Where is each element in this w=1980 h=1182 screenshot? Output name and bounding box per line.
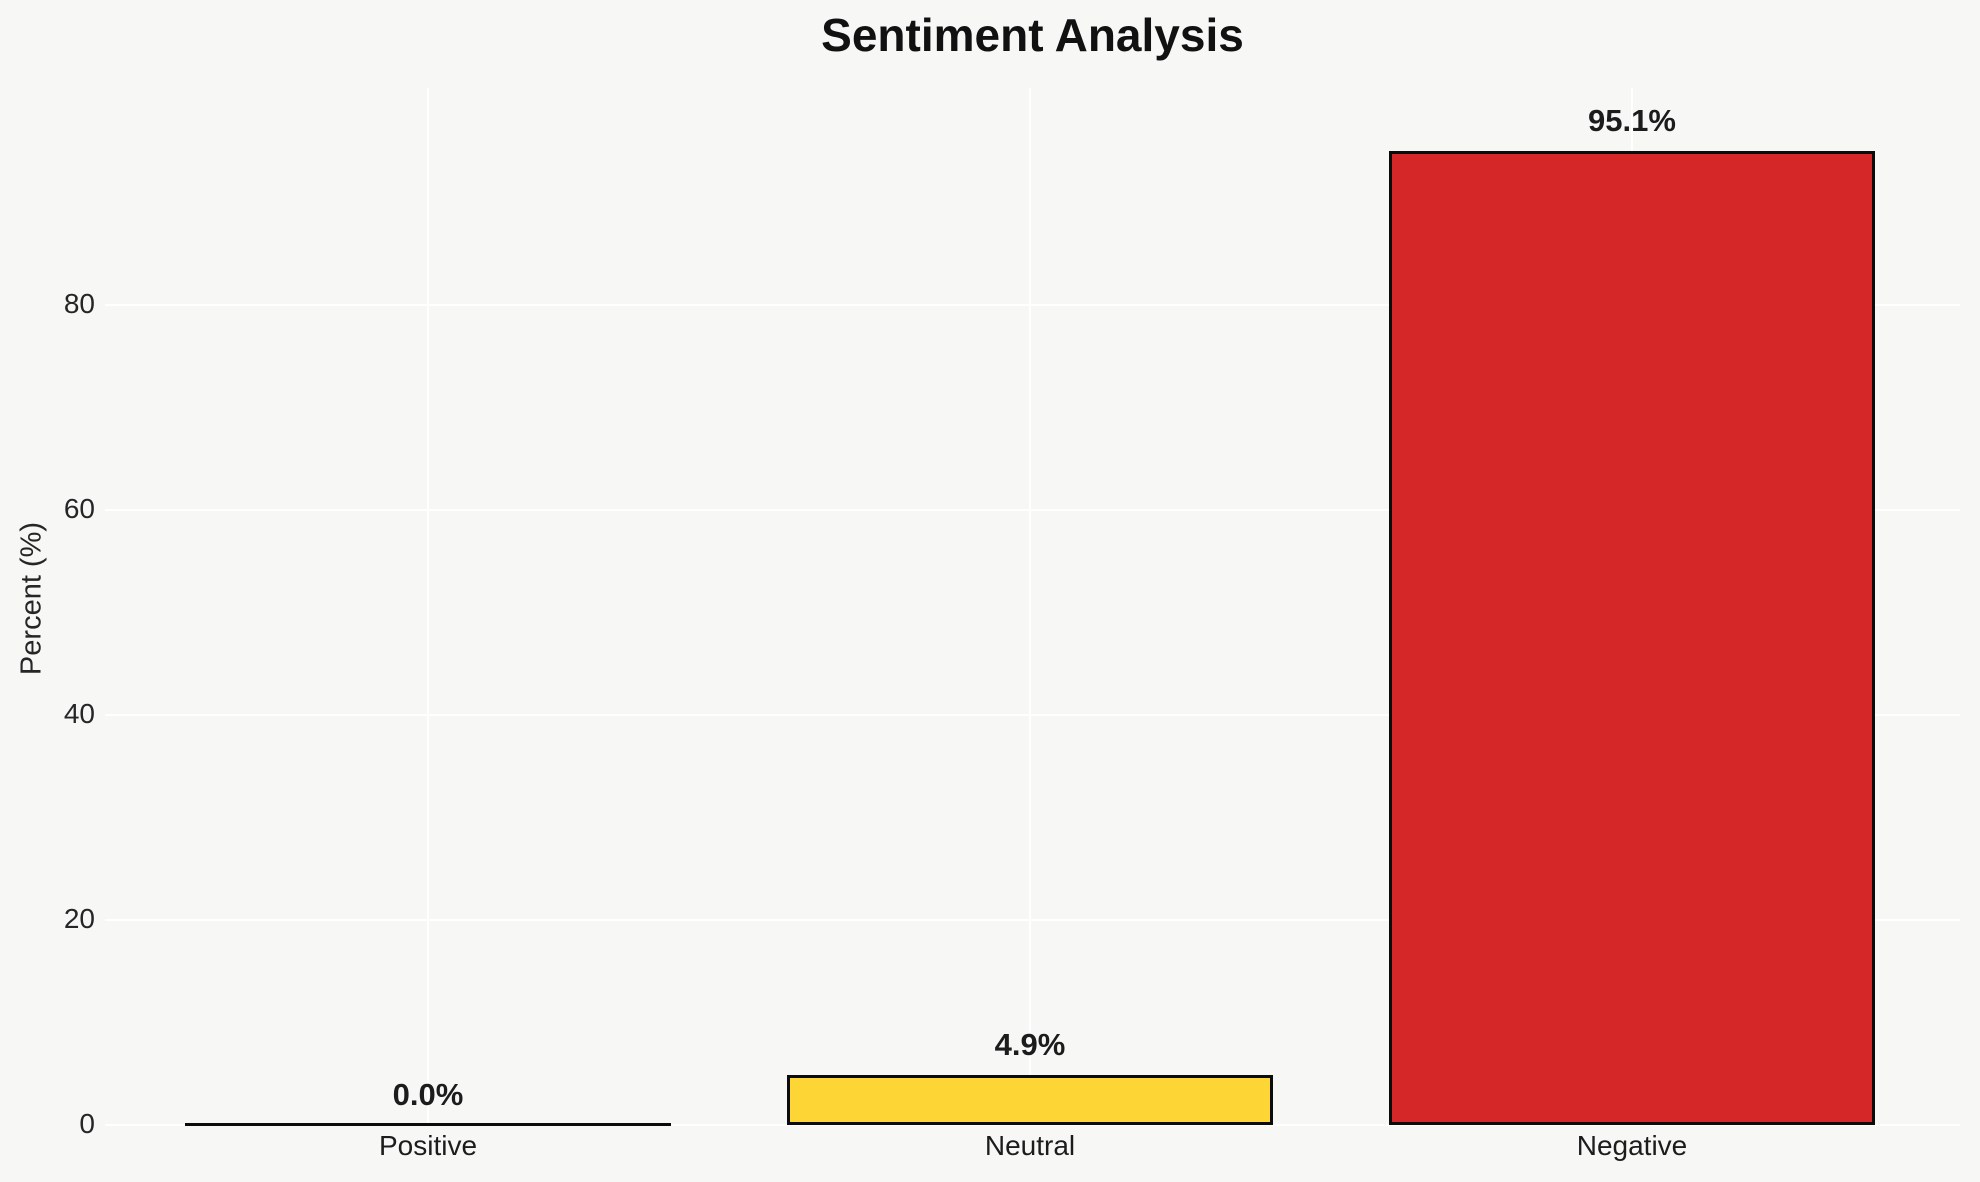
y-tick-label: 80	[63, 288, 95, 320]
bar-neutral	[787, 1074, 1273, 1125]
y-tick-label: 60	[63, 493, 95, 525]
bar-value-label: 95.1%	[1588, 102, 1676, 138]
bar-value-label: 4.9%	[994, 1026, 1066, 1062]
bar-negative	[1389, 150, 1875, 1125]
x-tick-label: Positive	[378, 1130, 478, 1161]
gridline-horizontal	[105, 1124, 1960, 1126]
chart-title: Sentiment Analysis	[821, 9, 1244, 61]
y-tick-label: 20	[63, 903, 95, 935]
x-tick-label: Neutral	[984, 1130, 1076, 1161]
gridline-horizontal	[105, 714, 1960, 717]
y-axis-label: Percent (%)	[15, 521, 48, 676]
gridline-vertical	[427, 88, 429, 1125]
bar-positive	[185, 1123, 671, 1126]
gridline-horizontal	[105, 919, 1960, 922]
gridline-horizontal	[105, 509, 1960, 512]
gridline-vertical	[1029, 88, 1031, 1125]
bar-value-label: 0.0%	[392, 1077, 464, 1112]
plot-area: 0.0% 4.9% 95.1%	[105, 88, 1960, 1126]
y-tick-label: 0	[79, 1108, 95, 1139]
y-tick-label: 40	[63, 698, 95, 730]
gridline-horizontal	[105, 304, 1960, 307]
x-tick-label: Negative	[1576, 1130, 1688, 1161]
